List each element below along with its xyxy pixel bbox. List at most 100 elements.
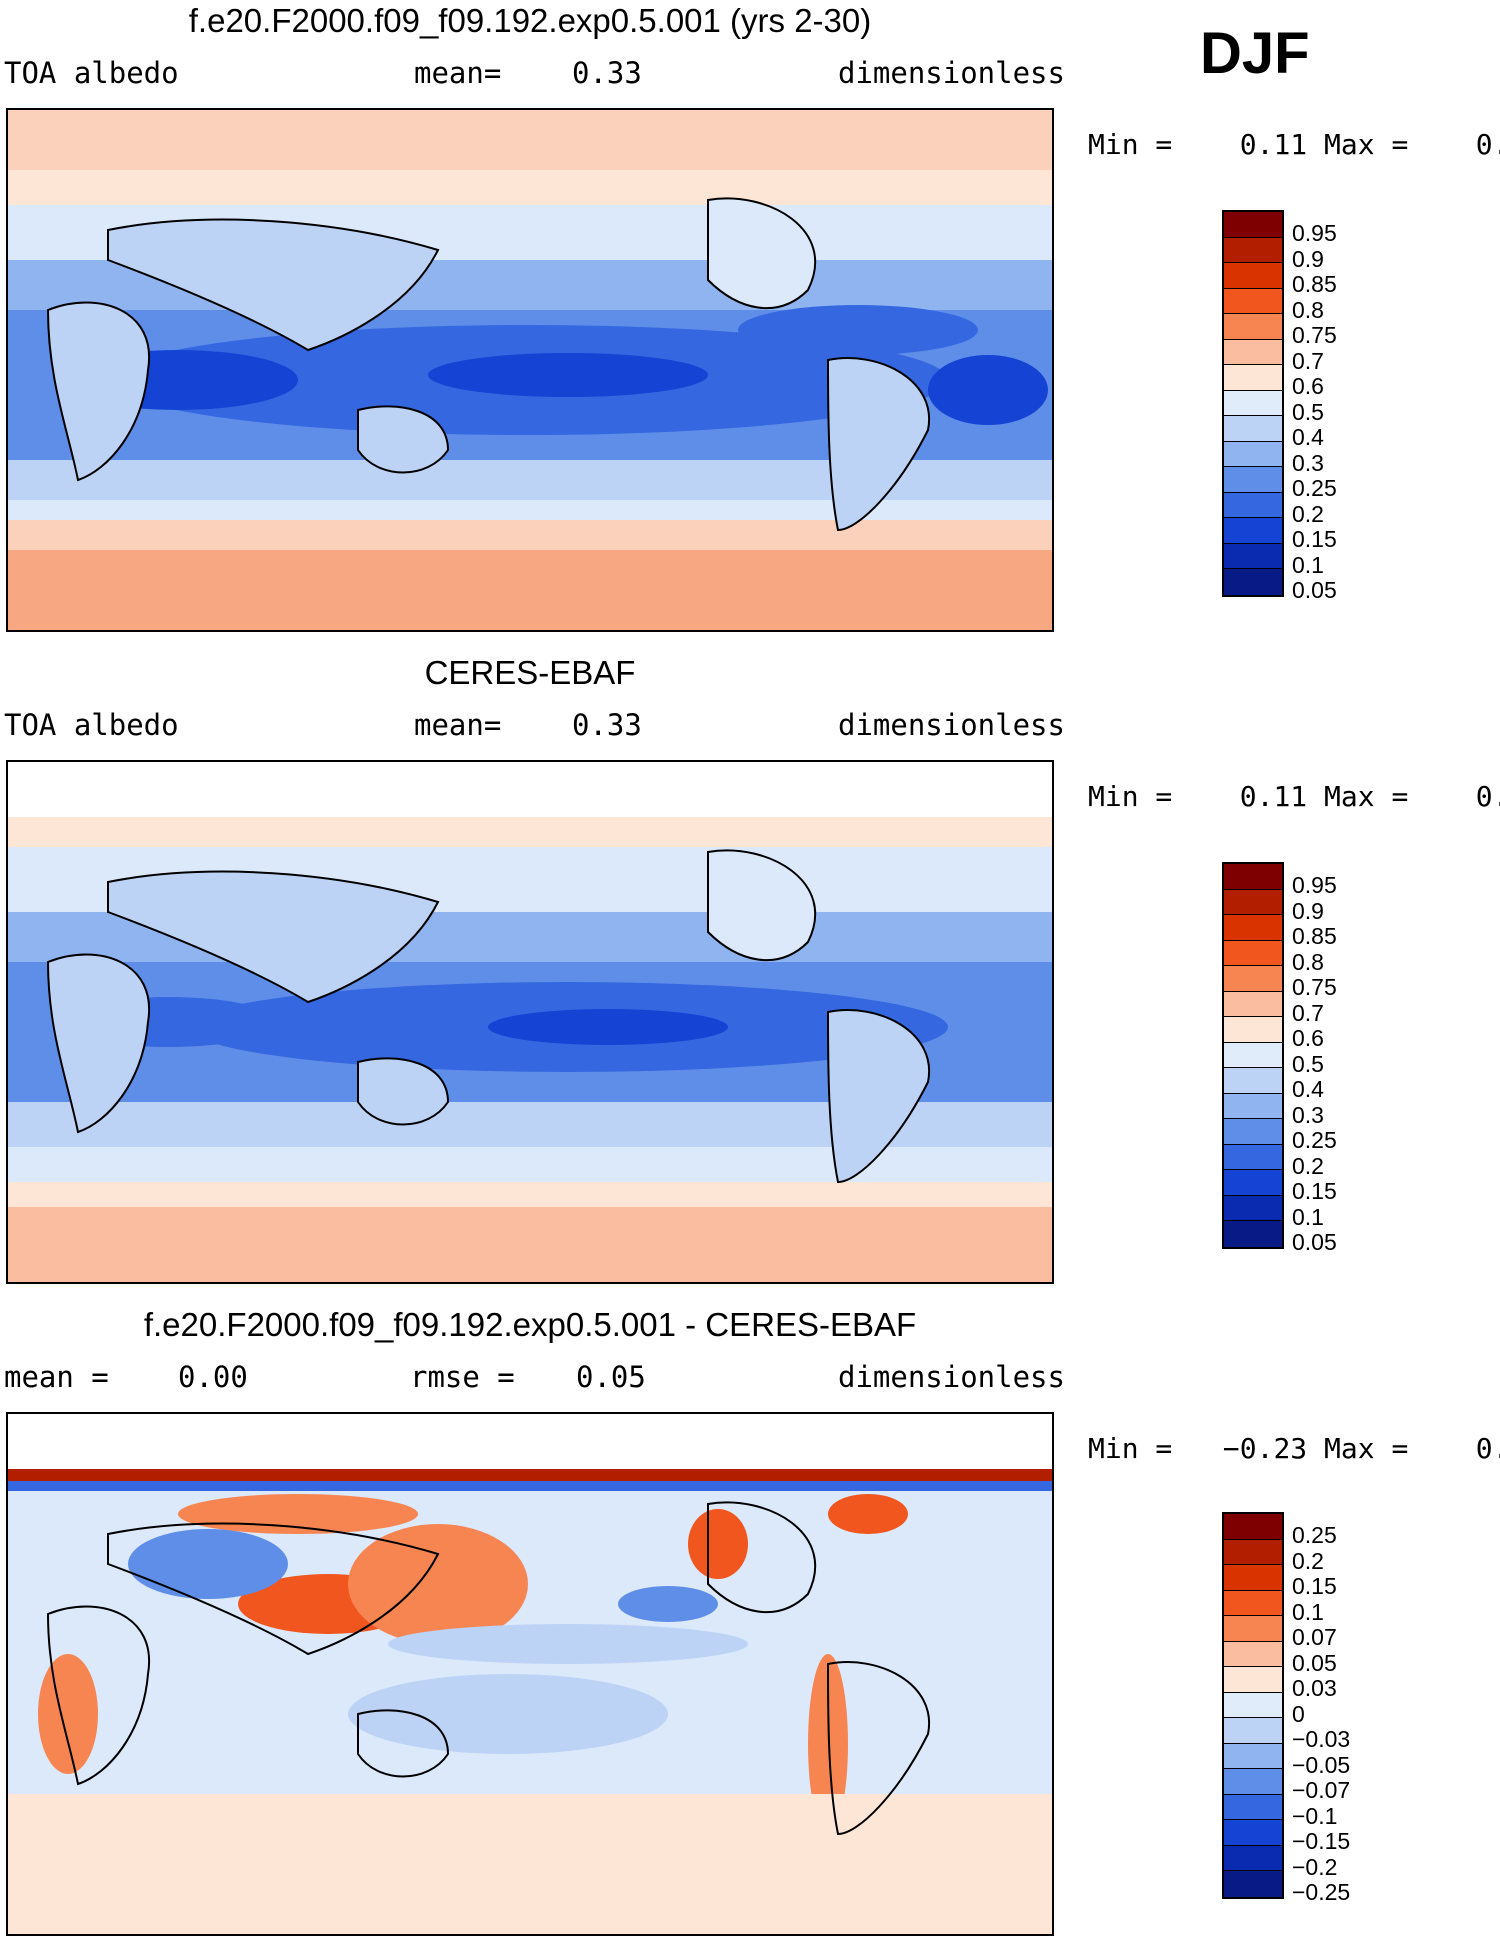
colorbar-swatch <box>1224 1170 1282 1196</box>
colorbar-tick-label: 0.05 <box>1292 1229 1337 1255</box>
colorbar-tick-label: 0.25 <box>1292 1522 1337 1548</box>
panel-3-max-value: 0.33 <box>1475 1432 1500 1465</box>
panel-2-colorbar <box>1222 862 1284 1249</box>
colorbar-tick-label: −0.03 <box>1292 1726 1351 1752</box>
colorbar-tick-label: 0 <box>1292 1700 1305 1727</box>
colorbar-tick-label: 0.25 <box>1292 1127 1337 1153</box>
panel-3-rmse-value: 0.05 <box>576 1360 646 1394</box>
colorbar-tick-label: 0.2 <box>1292 500 1324 527</box>
colorbar-tick-label: 0.5 <box>1292 1050 1324 1077</box>
colorbar-swatch <box>1224 1590 1282 1616</box>
colorbar-swatch <box>1224 1871 1282 1897</box>
colorbar-tick-label: 0.3 <box>1292 449 1324 476</box>
colorbar-swatch <box>1224 1514 1282 1540</box>
colorbar-tick-label: 0.3 <box>1292 1101 1324 1128</box>
colorbar-swatch <box>1224 1616 1282 1642</box>
panel-3-colorbar <box>1222 1512 1284 1899</box>
panel-1-map-svg <box>8 110 1052 630</box>
colorbar-swatch <box>1224 263 1282 289</box>
colorbar-tick-label: 0.7 <box>1292 999 1324 1026</box>
panel-1-minmax: Min = 0.11 Max = 0.73 <box>1088 128 1500 161</box>
colorbar-swatch <box>1224 416 1282 442</box>
panel-3-map <box>6 1412 1054 1936</box>
colorbar-swatch <box>1224 1195 1282 1221</box>
panel-2-map <box>6 760 1054 1284</box>
colorbar-swatch <box>1224 1119 1282 1145</box>
colorbar-tick-label: −0.25 <box>1292 1879 1351 1905</box>
panel-3-title: f.e20.F2000.f09_f09.192.exp0.5.001 - CER… <box>143 1306 917 1343</box>
panel-3-min-value: −0.23 <box>1222 1432 1308 1465</box>
panel-1-min-value: 0.11 <box>1239 128 1308 161</box>
panel-2-title: CERES-EBAF <box>424 654 636 691</box>
season-label: DJF <box>1200 21 1310 86</box>
colorbar-tick-label: 0.95 <box>1292 220 1337 246</box>
colorbar-tick-label: 0.15 <box>1292 1573 1337 1599</box>
colorbar-tick-label: −0.2 <box>1292 1853 1338 1880</box>
colorbar-tick-label: 0.15 <box>1292 1178 1337 1204</box>
panel-2-max-label: Max = <box>1324 780 1409 813</box>
panel-1-title: f.e20.F2000.f09_f09.192.exp0.5.001 (yrs … <box>188 2 872 39</box>
panel-2-variable-label: TOA albedo <box>4 708 179 742</box>
colorbar-tick-label: 0.85 <box>1292 271 1337 297</box>
panel-1-map <box>6 108 1054 632</box>
panel-3-mean-value: 0.00 <box>178 1360 248 1394</box>
colorbar-swatch <box>1224 1718 1282 1744</box>
colorbar-tick-label: 0.5 <box>1292 398 1324 425</box>
colorbar-swatch <box>1224 1068 1282 1094</box>
colorbar-swatch <box>1224 1093 1282 1119</box>
colorbar-tick-label: 0.4 <box>1292 1076 1324 1102</box>
colorbar-tick-label: 0.25 <box>1292 475 1337 501</box>
panel-2-min-label: Min = <box>1088 780 1173 813</box>
colorbar-tick-label: −0.07 <box>1292 1777 1351 1803</box>
colorbar-tick-label: 0.07 <box>1292 1624 1337 1650</box>
colorbar-tick-label: 0.9 <box>1292 897 1324 924</box>
colorbar-tick-label: 0.1 <box>1292 1598 1324 1625</box>
colorbar-tick-label: 0.03 <box>1292 1675 1337 1701</box>
colorbar-swatch <box>1224 467 1282 493</box>
colorbar-tick-label: 0.4 <box>1292 424 1324 450</box>
panel-2-map-svg <box>8 762 1052 1282</box>
colorbar-swatch <box>1224 1017 1282 1043</box>
colorbar-tick-label: 0.8 <box>1292 296 1324 323</box>
colorbar-swatch <box>1224 991 1282 1017</box>
colorbar-swatch <box>1224 441 1282 467</box>
colorbar-tick-label: −0.1 <box>1292 1802 1338 1829</box>
colorbar-tick-label: 0.75 <box>1292 974 1337 1000</box>
colorbar-swatch <box>1224 1539 1282 1565</box>
panel-3-map-svg <box>8 1414 1052 1934</box>
panel-2-mean-value: 0.33 <box>572 708 642 742</box>
colorbar-swatch <box>1224 1144 1282 1170</box>
colorbar-swatch <box>1224 1042 1282 1068</box>
colorbar-swatch <box>1224 1845 1282 1871</box>
colorbar-tick-label: 0.2 <box>1292 1547 1324 1574</box>
colorbar-tick-label: 0.05 <box>1292 577 1337 603</box>
colorbar-swatch <box>1224 1692 1282 1718</box>
panel-2-min-value: 0.11 <box>1239 780 1308 813</box>
panel-1-min-label: Min = <box>1088 128 1173 161</box>
colorbar-swatch <box>1224 1820 1282 1846</box>
colorbar-swatch <box>1224 1769 1282 1795</box>
colorbar-tick-label: 0.15 <box>1292 526 1337 552</box>
colorbar-swatch <box>1224 543 1282 569</box>
colorbar-swatch <box>1224 1743 1282 1769</box>
colorbar-tick-label: 0.1 <box>1292 1203 1324 1230</box>
colorbar-swatch <box>1224 1667 1282 1693</box>
colorbar-swatch <box>1224 966 1282 992</box>
colorbar-tick-label: 0.9 <box>1292 245 1324 272</box>
panel-2-minmax: Min = 0.11 Max = 0.81 <box>1088 780 1500 813</box>
panel-2-units: dimensionless <box>838 708 1065 742</box>
colorbar-swatch <box>1224 518 1282 544</box>
colorbar-swatch <box>1224 288 1282 314</box>
panel-1-mean-value: 0.33 <box>572 56 642 90</box>
colorbar-swatch <box>1224 1221 1282 1247</box>
panel-1-units: dimensionless <box>838 56 1065 90</box>
colorbar-tick-label: 0.7 <box>1292 347 1324 374</box>
colorbar-swatch <box>1224 1794 1282 1820</box>
colorbar-swatch <box>1224 940 1282 966</box>
panel-1-max-label: Max = <box>1324 128 1409 161</box>
colorbar-tick-label: 0.05 <box>1292 1649 1337 1676</box>
colorbar-tick-label: 0.75 <box>1292 322 1337 348</box>
colorbar-swatch <box>1224 492 1282 518</box>
panel-3-mean-label: mean = <box>4 1360 109 1394</box>
colorbar-tick-label: 0.6 <box>1292 373 1324 399</box>
